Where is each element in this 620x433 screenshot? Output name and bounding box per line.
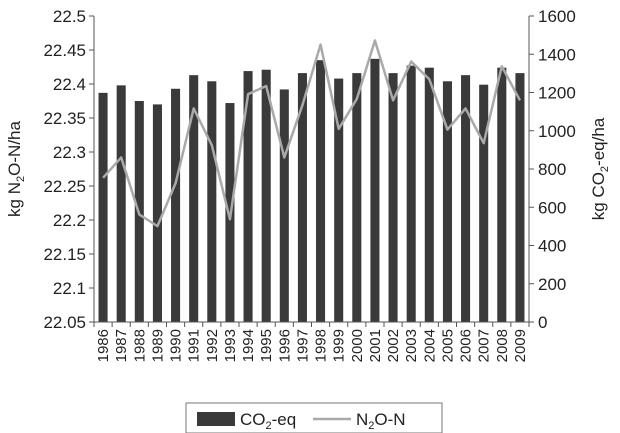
x-tick-label-2000: 2000 xyxy=(349,329,366,362)
right-axis-title-part-2: -eq/ha xyxy=(589,117,608,166)
right-tick-label: 600 xyxy=(538,198,566,217)
bar-2007 xyxy=(479,84,489,323)
legend-n2o-subscript: 2 xyxy=(368,420,374,432)
left-tick-label: 22.2 xyxy=(53,211,86,230)
bar-1995 xyxy=(261,69,271,322)
line-series-n2o-n xyxy=(102,39,522,228)
x-tick-label-2002: 2002 xyxy=(385,329,402,362)
x-tick-label-1993: 1993 xyxy=(222,329,239,362)
right-axis-title: kg CO2-eq/ha xyxy=(589,117,611,220)
x-tick-label-2004: 2004 xyxy=(421,329,438,362)
right-tick-label: 400 xyxy=(538,237,566,256)
bar-1991 xyxy=(189,75,199,322)
x-tick-label-2009: 2009 xyxy=(512,329,529,362)
x-tick-label-1990: 1990 xyxy=(168,329,185,362)
bar-2003 xyxy=(406,65,416,322)
x-tick-label-1987: 1987 xyxy=(113,329,130,362)
legend-co2-subscript: 2 xyxy=(266,420,272,432)
x-tick-label-1991: 1991 xyxy=(186,329,203,362)
bar-2005 xyxy=(442,81,452,322)
x-tick-label-2008: 2008 xyxy=(494,329,511,362)
left-axis-title-part-1: kg N xyxy=(5,182,24,217)
x-tick-label-2006: 2006 xyxy=(458,329,475,362)
legend: CO2-eq N2O-N xyxy=(185,402,443,433)
right-axis-title-subscript: 2 xyxy=(599,166,611,172)
bar-2001 xyxy=(370,58,380,323)
right-tick-label: 1000 xyxy=(538,122,576,141)
x-tick-label-1999: 1999 xyxy=(331,329,348,362)
bar-2000 xyxy=(352,73,362,323)
legend-co2-part-2: -eq xyxy=(272,410,297,429)
x-tick-label-1997: 1997 xyxy=(294,329,311,362)
x-tick-label-1994: 1994 xyxy=(240,329,257,362)
x-tick-label-2007: 2007 xyxy=(476,329,493,362)
left-axis-title: kg N2O-N/ha xyxy=(5,121,27,217)
bar-2008 xyxy=(497,67,507,323)
left-axis-ticks: 22.05 22.1 22.15 22.2 22.25 22.3 22.35 22.4 22.4… xyxy=(43,7,94,332)
right-tick-label: 1200 xyxy=(538,84,576,103)
legend-n2o-part-2: O-N xyxy=(374,410,405,429)
bar-1996 xyxy=(279,89,289,322)
bar-1986 xyxy=(98,92,108,322)
bar-1987 xyxy=(116,85,126,322)
left-tick-label: 22.05 xyxy=(43,313,86,332)
bar-2004 xyxy=(424,67,434,323)
right-tick-label: 200 xyxy=(538,275,566,294)
left-tick-label: 22.15 xyxy=(43,245,86,264)
right-axis-ticks: 0 200 400 600 800 1000 1200 1400 1600 xyxy=(529,7,576,332)
x-axis-ticks: 1986 1987 1988 1989 1990 1991 1992 1993 1994 1995… xyxy=(93,322,530,362)
right-tick-label: 1600 xyxy=(538,7,576,26)
x-tick-label-2001: 2001 xyxy=(367,329,384,362)
bar-2006 xyxy=(461,75,471,322)
bar-2009 xyxy=(515,73,525,323)
n2o-n-line xyxy=(102,39,522,228)
x-tick-label-1986: 1986 xyxy=(95,329,112,362)
left-tick-label: 22.4 xyxy=(53,75,86,94)
bar-1989 xyxy=(152,104,162,323)
left-tick-label: 22.35 xyxy=(43,109,86,128)
legend-n2o-part-1: N xyxy=(356,410,368,429)
x-tick-label-1998: 1998 xyxy=(313,329,330,362)
legend-co2-part-1: CO xyxy=(240,410,266,429)
bar-1992 xyxy=(207,81,217,322)
bar-2002 xyxy=(388,73,398,323)
bar-1990 xyxy=(171,88,181,322)
left-tick-label: 22.3 xyxy=(53,143,86,162)
x-tick-label-2003: 2003 xyxy=(403,329,420,362)
right-tick-label: 1400 xyxy=(538,45,576,64)
x-tick-label-1989: 1989 xyxy=(149,329,166,362)
right-tick-label: 800 xyxy=(538,160,566,179)
x-tick-label-1988: 1988 xyxy=(131,329,148,362)
legend-label-n2o-n: N2O-N xyxy=(356,410,406,432)
bar-1999 xyxy=(334,78,344,322)
left-tick-label: 22.25 xyxy=(43,177,86,196)
left-axis-title-part-2: O-N/ha xyxy=(5,121,24,176)
x-tick-label-1995: 1995 xyxy=(258,329,275,362)
right-axis-title-part-1: kg CO xyxy=(589,172,608,220)
right-tick-label: 0 xyxy=(538,313,547,332)
left-axis-title-subscript: 2 xyxy=(15,176,27,182)
legend-swatch-co2-eq xyxy=(197,412,235,426)
x-tick-label-2005: 2005 xyxy=(439,329,456,362)
x-tick-label-1992: 1992 xyxy=(204,329,221,362)
bar-1997 xyxy=(297,73,307,323)
left-tick-label: 22.1 xyxy=(53,279,86,298)
left-tick-label: 22.5 xyxy=(53,7,86,26)
bar-1994 xyxy=(243,71,253,322)
legend-label-co2-eq: CO2-eq xyxy=(240,410,296,432)
bar-1998 xyxy=(316,60,326,322)
x-tick-label-1996: 1996 xyxy=(276,329,293,362)
bar-series-co2-eq xyxy=(98,58,525,323)
left-tick-label: 22.45 xyxy=(43,41,86,60)
